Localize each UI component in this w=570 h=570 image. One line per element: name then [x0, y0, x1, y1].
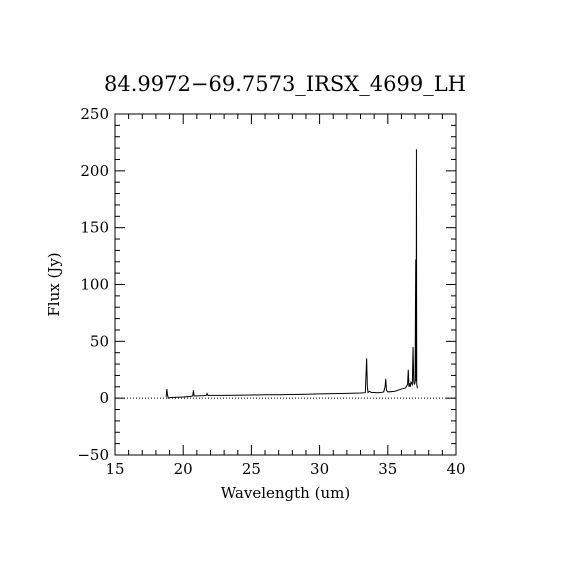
series-line-0 — [165, 149, 419, 399]
x-tick-label: 30 — [310, 460, 329, 478]
plot-area — [115, 149, 456, 399]
axis-ticks: 15 20 25 30 35 40 −50 0 50 100 150 200 250 — [77, 105, 465, 478]
x-tick-label: 25 — [242, 460, 261, 478]
x-tick-label: 35 — [378, 460, 397, 478]
y-axis-label: Flux (Jy) — [45, 252, 63, 316]
y-tick-label: 100 — [80, 276, 109, 294]
y-tick-label: −50 — [77, 446, 109, 464]
x-tick-label: 20 — [174, 460, 193, 478]
y-tick-label: 150 — [80, 219, 109, 237]
x-tick-label: 15 — [105, 460, 124, 478]
chart-title: 84.9972−69.7573_IRSX_4699_LH — [104, 72, 466, 96]
y-tick-label: 0 — [99, 389, 109, 407]
y-tick-label: 50 — [90, 332, 109, 350]
x-axis-label: Wavelength (um) — [221, 484, 350, 502]
y-tick-label: 200 — [80, 162, 109, 180]
y-tick-label: 250 — [80, 105, 109, 123]
x-tick-label: 40 — [446, 460, 465, 478]
